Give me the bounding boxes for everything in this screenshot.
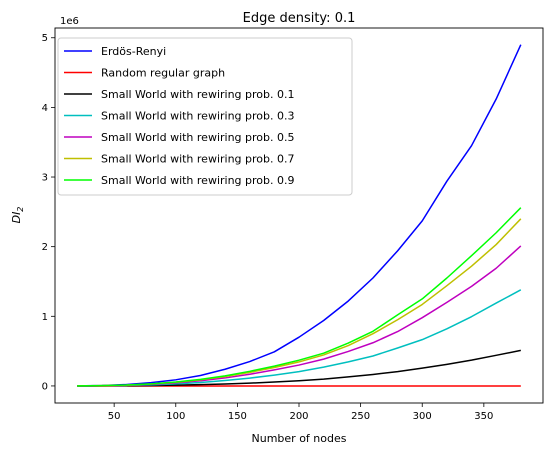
legend-label-2: Small World with rewiring prob. 0.1 [101, 88, 295, 101]
y-tick-label: 3 [42, 173, 48, 184]
legend-frame [57, 37, 353, 196]
legend-label-5: Small World with rewiring prob. 0.7 [101, 153, 295, 166]
legend-label-4: Small World with rewiring prob. 0.5 [101, 131, 295, 144]
series-line-6 [77, 207, 522, 387]
y-axis-ticks: 0 1 2 3 4 5 [42, 33, 55, 392]
series-line-0 [77, 44, 522, 387]
x-tick-label: 50 [108, 411, 121, 422]
plot-area: 50 100 150 200 250 300 350 0 1 2 3 4 5 [42, 27, 544, 422]
legend-label-6: Small World with rewiring prob. 0.9 [101, 174, 295, 187]
y-offset-label: 1e6 [60, 16, 79, 27]
y-tick-label: 4 [42, 103, 48, 114]
series-lines [77, 44, 522, 387]
y-tick-label: 1 [42, 312, 48, 323]
legend-label-3: Small World with rewiring prob. 0.3 [101, 110, 295, 123]
plot-frame [54, 27, 544, 404]
x-tick-label: 250 [351, 411, 370, 422]
series-line-2 [77, 349, 521, 387]
x-tick-label: 350 [474, 411, 493, 422]
x-tick-label: 300 [413, 411, 432, 422]
x-tick-label: 200 [289, 411, 308, 422]
chart-title: Edge density: 0.1 [243, 11, 356, 26]
legend-label-1: Random regular graph [101, 67, 225, 80]
y-tick-label: 0 [42, 381, 48, 392]
x-axis-label: Number of nodes [252, 432, 347, 445]
y-tick-label: 5 [42, 33, 48, 44]
x-tick-label: 150 [228, 411, 247, 422]
y-axis-label-sub: 2 [16, 207, 25, 212]
y-axis-label-main: DI [10, 212, 23, 224]
series-line-4 [77, 245, 522, 387]
legend: Erdös-Renyi Random regular graph Small Wor… [57, 37, 353, 196]
legend-label-0: Erdös-Renyi [101, 45, 166, 58]
y-axis-label: DI2 [10, 207, 25, 224]
y-tick-label: 2 [42, 242, 48, 253]
x-axis-ticks: 50 100 150 200 250 300 350 [108, 403, 493, 422]
x-tick-label: 100 [166, 411, 185, 422]
legend-items: Erdös-Renyi Random regular graph Small Wor… [64, 45, 295, 187]
